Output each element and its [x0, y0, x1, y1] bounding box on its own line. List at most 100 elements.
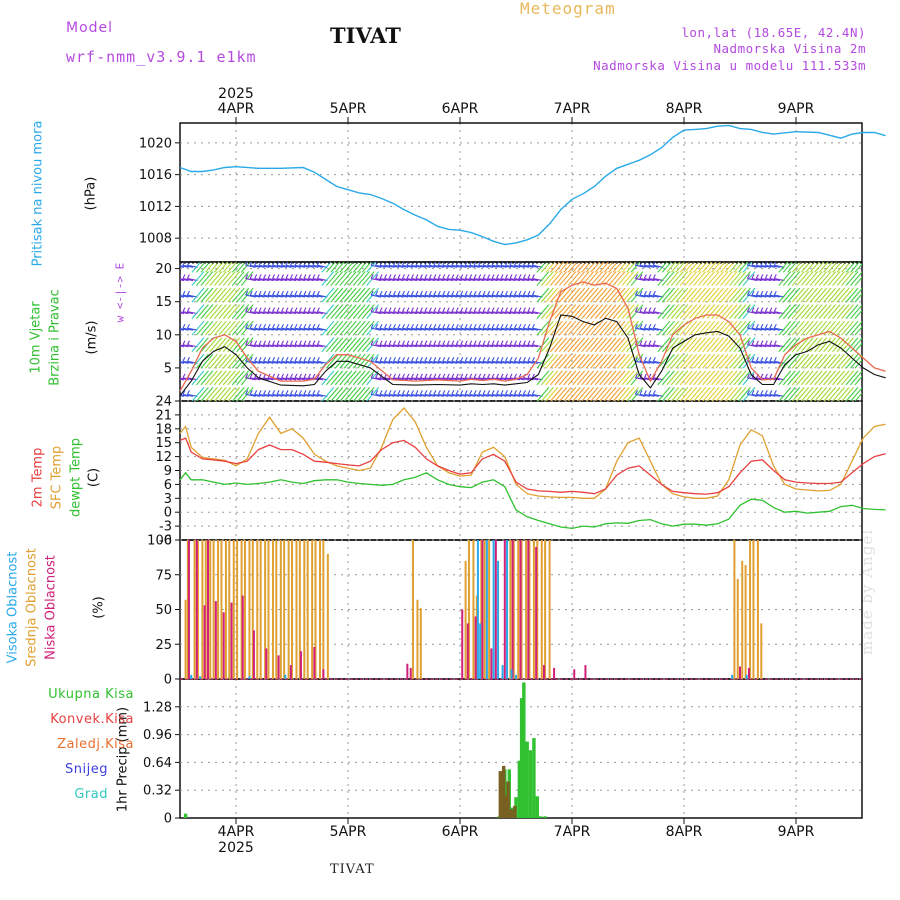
ytick-label: 1012 [139, 200, 172, 215]
cloud-bar [209, 540, 212, 679]
ytick-label: 9 [164, 464, 172, 479]
cloud-bar [519, 540, 522, 679]
ytick-label: 10 [155, 328, 172, 343]
xtick-bottom-label: 9APR [778, 824, 815, 840]
cloud-bar [271, 540, 274, 679]
cloud-bar [536, 540, 539, 679]
cloud-bar [322, 669, 325, 679]
wind-gust-line [179, 281, 886, 392]
cloud-bar [476, 540, 479, 679]
cloud-bar [241, 595, 244, 679]
cloud-bar [306, 540, 309, 679]
ytick-label: 3 [164, 492, 172, 507]
cloud-bar [731, 674, 734, 679]
cloud-bar [525, 540, 528, 679]
model-altitude-label: Nadmorska Visina u modelu 111.533m [593, 58, 866, 73]
precip-bar [498, 771, 503, 818]
cloud-bar [248, 676, 251, 679]
cloud-bar [419, 608, 422, 679]
ytick-label: 20 [155, 262, 172, 277]
year-bottom-label: 2025 [218, 840, 254, 856]
xtick-top-label: 9APR [778, 101, 815, 117]
cloud-bar [256, 540, 259, 679]
cloud-bar [232, 540, 235, 679]
ytick-label: 5 [164, 361, 172, 376]
cloud-bar [230, 602, 233, 679]
cloud-bar [520, 540, 523, 679]
ytick-label: 15 [155, 295, 172, 310]
cloud-bar [501, 665, 504, 679]
cloud-bar [475, 595, 478, 679]
panel-frame-temperature [179, 400, 863, 541]
cloud-bar [201, 540, 204, 679]
cloud-bar [503, 540, 506, 679]
ytick-label: 21 [155, 408, 172, 423]
cloud-bar [207, 540, 209, 679]
ytick-label: -3 [159, 520, 172, 535]
cloud-bar [295, 540, 298, 679]
legend-total-rain: Ukupna Kisa [48, 687, 134, 702]
legend-hail: Grad [74, 787, 108, 802]
cloud-bar [760, 623, 763, 679]
ytick-label: 100 [147, 534, 172, 549]
cloud-bar [466, 623, 469, 679]
precip-bar [543, 816, 547, 818]
cloud-bar [733, 540, 736, 679]
cloud-bar [411, 540, 414, 679]
year-top-label: 2025 [218, 86, 254, 102]
cloud-bar [553, 667, 556, 679]
cloud-bar [548, 540, 551, 679]
cloud-bar [573, 669, 576, 679]
cloud-bar [474, 616, 477, 679]
cloud-bar [187, 540, 190, 679]
cloud-bar [220, 540, 223, 679]
cloud-bar [186, 540, 189, 679]
precip-bar [528, 750, 533, 818]
cloud-bar [739, 666, 741, 679]
legend-convective: Konvek.Kisa [50, 712, 134, 727]
wind-barb-layer [180, 262, 862, 401]
cloud-bar [277, 655, 280, 679]
ytick-label: 12 [155, 450, 172, 465]
cloud-bar [736, 578, 739, 679]
cloud-bar [747, 667, 750, 679]
cloud-bar [506, 540, 509, 679]
cloud-bar [464, 560, 467, 679]
cloud-bar [313, 647, 316, 679]
lonlat-label: lon,lat (18.65E, 42.4N) [681, 25, 866, 40]
model-name: wrf-nmm_v3.9.1 e1km [66, 48, 257, 66]
cloud-bar [532, 540, 535, 679]
cloud-bar [479, 623, 482, 679]
cloud-bar [283, 540, 286, 679]
ytick-label: 0.96 [143, 728, 172, 743]
cloud-bar [311, 540, 314, 679]
cloud-bar [406, 663, 409, 679]
precip-bar [535, 796, 539, 818]
cloud-bar [314, 540, 317, 679]
xtick-bottom-label: 6APR [442, 824, 479, 840]
ytick-label: 25 [155, 638, 172, 653]
xtick-top-label: 5APR [330, 101, 367, 117]
cloud-bar [515, 674, 517, 679]
cloud-bar [745, 674, 748, 679]
cloud-bar [224, 540, 227, 679]
cloud-bar [544, 540, 547, 679]
precip-bar [522, 682, 526, 818]
precip-bar [504, 795, 508, 818]
xtick-top-label: 8APR [666, 101, 703, 117]
page-title: TIVAT [330, 23, 401, 48]
precip-bar [519, 698, 524, 818]
cloud-bar [488, 540, 491, 679]
precip-bar [532, 738, 536, 818]
cloud-bar [203, 605, 206, 679]
precip-bar [513, 805, 517, 818]
ytick-label: 15 [155, 436, 172, 451]
xtick-top-label: 6APR [442, 101, 479, 117]
cloud-bar [409, 667, 412, 679]
product-title: Meteogram [520, 0, 616, 18]
ytick-label: 1020 [139, 136, 172, 151]
cloud-bar [494, 540, 497, 679]
ytick-label: 18 [155, 422, 172, 437]
cloud-bar [467, 540, 470, 679]
